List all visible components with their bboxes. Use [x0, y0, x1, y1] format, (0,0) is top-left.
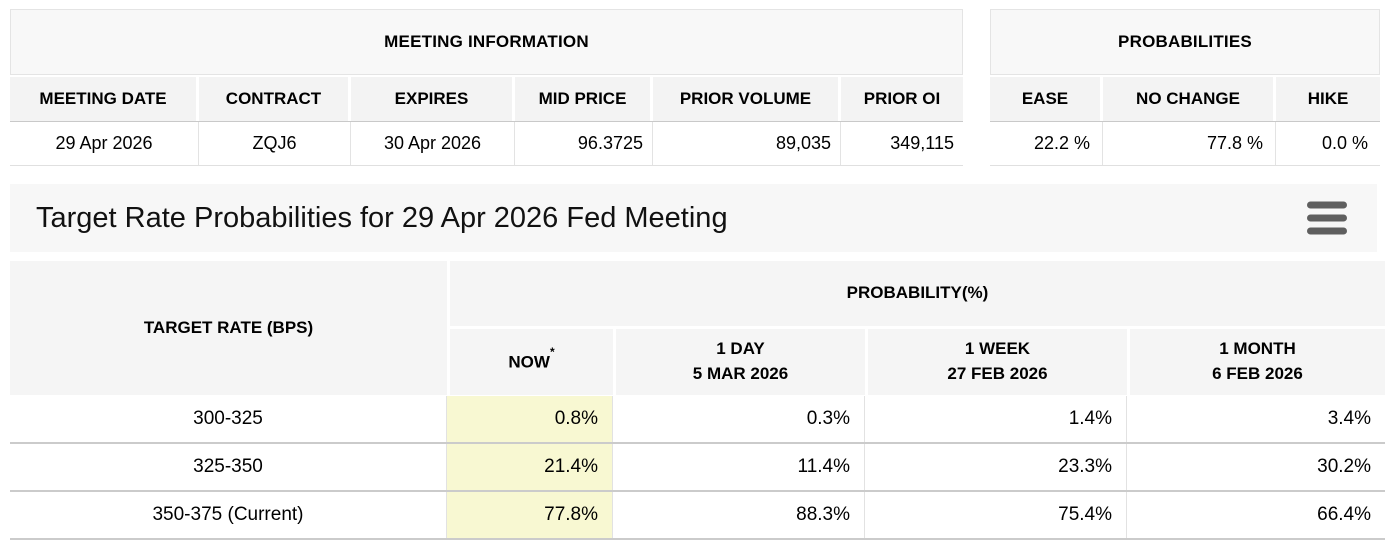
hamburger-icon[interactable]: [1307, 201, 1347, 235]
col-header-hike: HIKE: [1276, 77, 1380, 121]
ease-value: 22.2 %: [990, 122, 1103, 165]
meeting-information-table: MEETING INFORMATION MEETING DATE CONTRAC…: [10, 9, 963, 166]
now-asterisk: *: [549, 344, 555, 359]
hamburger-bar: [1307, 227, 1347, 235]
one-week-probability-cell: 23.3%: [865, 444, 1127, 490]
now-label: NOW: [508, 352, 550, 372]
rate-table-body: 300-325 0.8% 0.3% 1.4% 3.4% 325-350 21.4…: [10, 396, 1385, 540]
one-week-probability-cell: 75.4%: [865, 492, 1127, 538]
col-header-no-change: NO CHANGE: [1103, 77, 1273, 121]
now-probability-cell: 21.4%: [447, 444, 613, 490]
col-header-target-rate-bps: TARGET RATE (BPS): [10, 261, 447, 395]
col-header-now: NOW*: [450, 329, 613, 395]
meeting-information-data-row: 29 Apr 2026 ZQJ6 30 Apr 2026 96.3725 89,…: [10, 122, 963, 166]
target-rate-probability-table: TARGET RATE (BPS) PROBABILITY(%) NOW* 1 …: [10, 261, 1385, 540]
col-header-contract: CONTRACT: [199, 77, 348, 121]
meeting-information-header-row: MEETING DATE CONTRACT EXPIRES MID PRICE …: [10, 77, 963, 122]
probabilities-header-row: EASE NO CHANGE HIKE: [990, 77, 1380, 122]
probabilities-data-row: 22.2 % 77.8 % 0.0 %: [990, 122, 1380, 166]
target-rate-cell: 300-325: [10, 396, 447, 442]
table-row: 325-350 21.4% 11.4% 23.3% 30.2%: [10, 444, 1385, 492]
no-change-value: 77.8 %: [1103, 122, 1276, 165]
chart-title: Target Rate Probabilities for 29 Apr 202…: [36, 201, 728, 234]
col-header-expires: EXPIRES: [351, 77, 512, 121]
col-header-prior-oi: PRIOR OI: [841, 77, 963, 121]
meeting-date-value: 29 Apr 2026: [10, 122, 199, 165]
target-rate-cell: 325-350: [10, 444, 447, 490]
target-rate-cell: 350-375 (Current): [10, 492, 447, 538]
chart-title-bar: Target Rate Probabilities for 29 Apr 202…: [10, 184, 1377, 252]
one-month-probability-cell: 66.4%: [1127, 492, 1385, 538]
one-day-probability-cell: 11.4%: [613, 444, 865, 490]
one-month-label: 1 MONTH: [1219, 339, 1296, 359]
one-week-probability-cell: 1.4%: [865, 396, 1127, 442]
now-probability-cell: 0.8%: [447, 396, 613, 442]
hamburger-bar: [1307, 201, 1347, 209]
rate-table-header: TARGET RATE (BPS) PROBABILITY(%) NOW* 1 …: [10, 261, 1385, 395]
one-day-probability-cell: 0.3%: [613, 396, 865, 442]
table-row: 300-325 0.8% 0.3% 1.4% 3.4%: [10, 396, 1385, 444]
one-day-label: 1 DAY: [716, 339, 765, 359]
col-header-meeting-date: MEETING DATE: [10, 77, 196, 121]
col-header-one-month: 1 MONTH 6 FEB 2026: [1130, 329, 1385, 395]
col-header-one-week: 1 WEEK 27 FEB 2026: [868, 329, 1127, 395]
one-month-probability-cell: 3.4%: [1127, 396, 1385, 442]
one-week-label: 1 WEEK: [964, 339, 1031, 359]
col-header-mid-price: MID PRICE: [515, 77, 650, 121]
one-week-date: 27 FEB 2026: [947, 364, 1048, 383]
mid-price-value: 96.3725: [515, 122, 653, 165]
table-row: 350-375 (Current) 77.8% 88.3% 75.4% 66.4…: [10, 492, 1385, 540]
one-day-probability-cell: 88.3%: [613, 492, 865, 538]
now-probability-cell: 77.8%: [447, 492, 613, 538]
expires-value: 30 Apr 2026: [351, 122, 515, 165]
col-header-probability-group: PROBABILITY(%): [450, 261, 1385, 326]
one-month-date: 6 FEB 2026: [1212, 364, 1303, 383]
probabilities-table: PROBABILITIES EASE NO CHANGE HIKE 22.2 %…: [990, 9, 1380, 166]
prior-volume-value: 89,035: [653, 122, 841, 165]
col-header-ease: EASE: [990, 77, 1100, 121]
col-header-one-day: 1 DAY 5 MAR 2026: [616, 329, 865, 395]
one-day-date: 5 MAR 2026: [692, 364, 789, 383]
hike-value: 0.0 %: [1276, 122, 1380, 165]
probabilities-title: PROBABILITIES: [990, 9, 1380, 75]
hamburger-bar: [1307, 214, 1347, 222]
contract-value: ZQJ6: [199, 122, 351, 165]
meeting-information-title: MEETING INFORMATION: [10, 9, 963, 75]
col-header-prior-volume: PRIOR VOLUME: [653, 77, 838, 121]
prior-oi-value: 349,115: [841, 122, 963, 165]
one-month-probability-cell: 30.2%: [1127, 444, 1385, 490]
